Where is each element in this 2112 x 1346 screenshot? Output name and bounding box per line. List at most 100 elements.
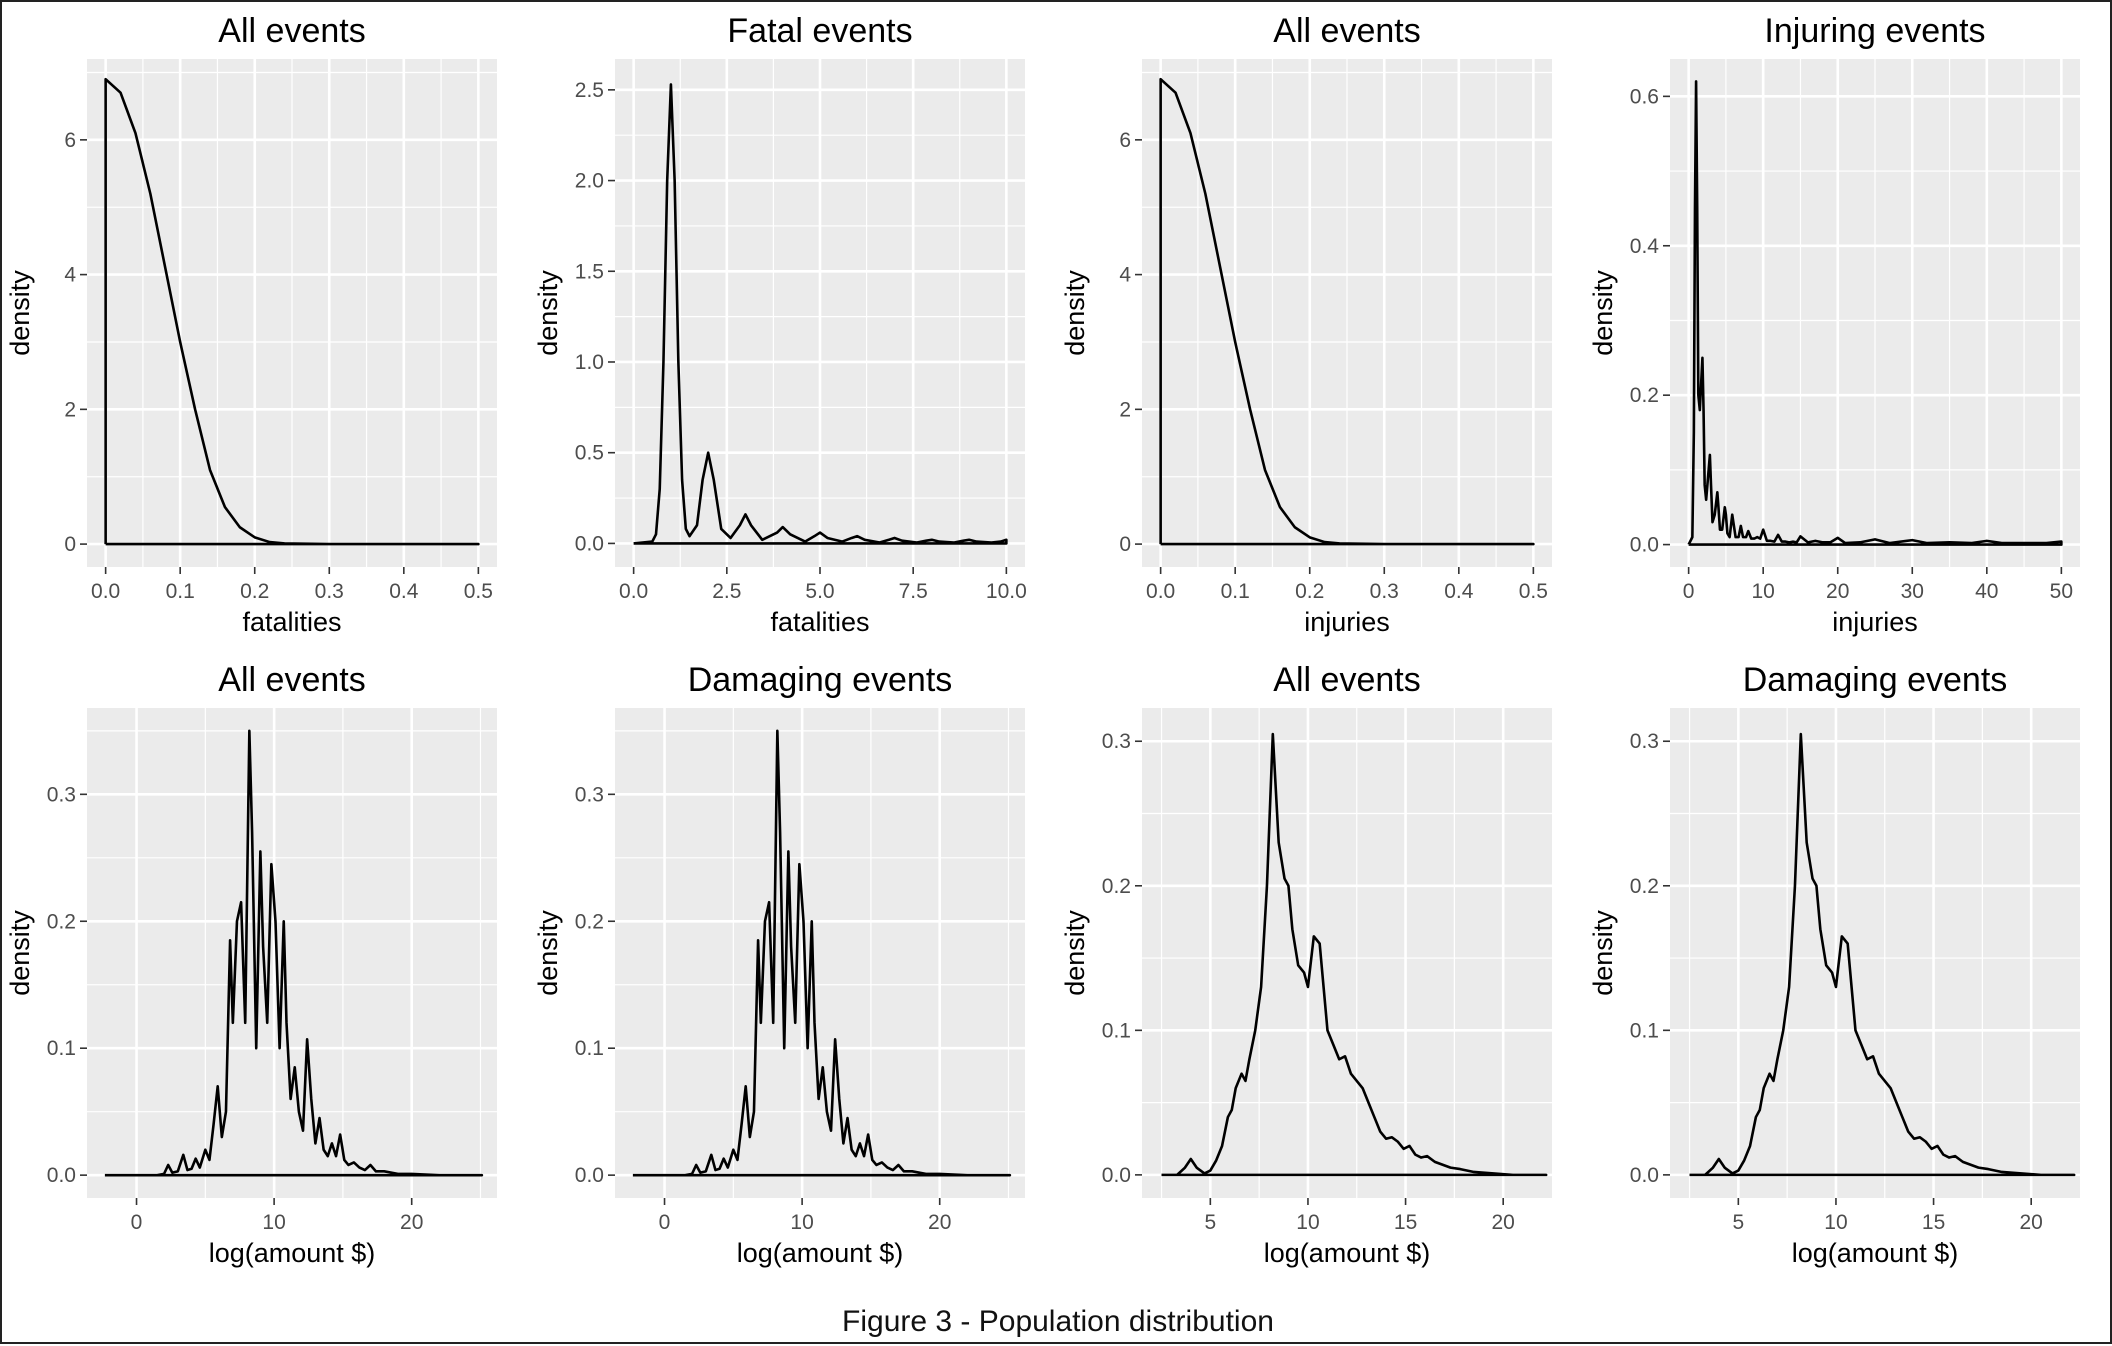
x-tick-label: 0.4 [389,580,419,603]
y-tick-label: 0.2 [575,910,604,933]
density-curve [104,729,484,1177]
y-axis-title: density [1060,910,1090,996]
x-tick-label: 50 [2050,580,2073,603]
x-tick-label: 0.2 [1295,580,1324,603]
x-tick-label: 2.5 [712,580,741,603]
y-tick-label: 4 [1119,264,1131,287]
panel-title: All events [218,12,365,50]
chart-panel-6: 0.0 0.1 0.2 0.3 0 10 20 Damaging events log(amou… [533,661,1025,1268]
x-tick-label: 0 [659,1211,671,1234]
panel-title: All events [1273,12,1420,50]
x-axis-title: injuries [1304,607,1390,637]
y-axis-title: density [1588,270,1618,356]
x-tick-label: 15 [1394,1211,1417,1234]
y-tick-label: 2.5 [575,79,604,102]
x-tick-label: 0.0 [1146,580,1175,603]
y-tick-label: 0.1 [575,1037,604,1060]
y-tick-label: 0.2 [1102,875,1131,898]
x-axis-title: injuries [1832,607,1918,637]
y-tick-label: 0.3 [1102,730,1131,753]
y-tick-label: 4 [64,264,76,287]
chart-panel-8: 0.0 0.1 0.2 0.3 5 10 15 20 Damaging events log(am… [1588,661,2080,1268]
y-tick-label: 0.2 [1630,384,1659,407]
x-tick-label: 10 [790,1211,813,1234]
y-tick-label: 0.0 [575,1164,604,1187]
chart-panel-3: 0 2 4 6 0.0 0.1 0.2 0.3 0.4 0.5 All events injuries… [1060,12,1552,637]
x-axis-title: fatalities [242,607,341,637]
density-curve [1159,77,1535,546]
density-curve [1689,732,2076,1177]
y-tick-label: 0.3 [1630,730,1659,753]
density-curve [632,729,1012,1177]
x-tick-label: 0.3 [1370,580,1399,603]
y-axis-title: density [5,910,35,996]
x-tick-label: 20 [2020,1211,2043,1234]
y-tick-label: 0.4 [1630,235,1660,258]
x-tick-label: 0.2 [240,580,269,603]
y-tick-label: 2.0 [575,170,604,193]
panel-background [1670,708,2080,1198]
y-tick-label: 0.2 [47,910,76,933]
y-axis-title: density [5,270,35,356]
x-tick-label: 5 [1732,1211,1744,1234]
y-tick-label: 0.1 [47,1037,76,1060]
y-tick-label: 0.2 [1630,875,1659,898]
panel-title: Damaging events [688,661,953,699]
density-curve [1161,732,1548,1177]
x-tick-label: 0.5 [464,580,493,603]
x-tick-label: 40 [1975,580,1998,603]
y-tick-label: 0.0 [1630,534,1659,557]
y-tick-label: 0.3 [575,783,604,806]
panel-title: Damaging events [1743,661,2008,699]
y-tick-label: 0.5 [575,442,604,465]
x-tick-label: 0.5 [1519,580,1548,603]
x-tick-label: 10 [1824,1211,1847,1234]
x-tick-label: 20 [1826,580,1849,603]
panel-background [615,708,1025,1198]
chart-panel-1: 0 2 4 6 0.0 0.1 0.2 0.3 0.4 0.5 All events fataliti… [5,12,497,637]
y-tick-label: 0 [64,533,76,556]
x-tick-label: 20 [400,1211,423,1234]
x-tick-label: 0.1 [1221,580,1250,603]
x-tick-label: 10 [262,1211,285,1234]
y-tick-label: 0.3 [47,783,76,806]
x-axis-title: log(amount $) [209,1238,376,1268]
x-tick-label: 0.1 [166,580,195,603]
y-tick-label: 0.1 [1630,1019,1659,1042]
y-tick-label: 2 [1119,398,1131,421]
density-curve [1687,80,2063,546]
y-tick-label: 0.0 [1630,1164,1659,1187]
x-tick-label: 0.0 [619,580,648,603]
density-curve [633,83,1008,545]
x-axis-title: log(amount $) [737,1238,904,1268]
chart-panel-5: 0.0 0.1 0.2 0.3 0 10 20 All events log(amount $)… [5,661,497,1268]
y-tick-label: 0.0 [575,532,604,555]
x-axis-title: log(amount $) [1264,1238,1431,1268]
y-tick-label: 6 [64,129,76,152]
chart-panel-7: 0.0 0.1 0.2 0.3 5 10 15 20 All events log(amount … [1060,661,1552,1268]
x-tick-label: 20 [1492,1211,1515,1234]
density-curve [104,77,480,546]
y-tick-label: 1.5 [575,260,604,283]
x-tick-label: 15 [1922,1211,1945,1234]
x-axis-title: fatalities [770,607,869,637]
x-tick-label: 5.0 [805,580,834,603]
x-tick-label: 0.3 [315,580,344,603]
panel-background [87,708,497,1198]
y-tick-label: 2 [64,398,76,421]
x-tick-label: 0.4 [1444,580,1474,603]
panel-background [1142,708,1552,1198]
x-tick-label: 0 [1683,580,1695,603]
chart-panel-2: 0.0 0.5 1.0 1.5 2.0 2.5 0.0 2.5 5.0 7.5 10.0 Fatal … [533,12,1027,637]
y-tick-label: 0.1 [1102,1019,1131,1042]
y-axis-title: density [1588,910,1618,996]
x-tick-label: 10 [1752,580,1775,603]
y-axis-title: density [533,910,563,996]
x-tick-label: 30 [1901,580,1924,603]
y-tick-label: 6 [1119,129,1131,152]
y-axis-title: density [533,270,563,356]
figure-caption: Figure 3 - Population distribution [842,1305,1274,1338]
x-tick-label: 5 [1204,1211,1216,1234]
